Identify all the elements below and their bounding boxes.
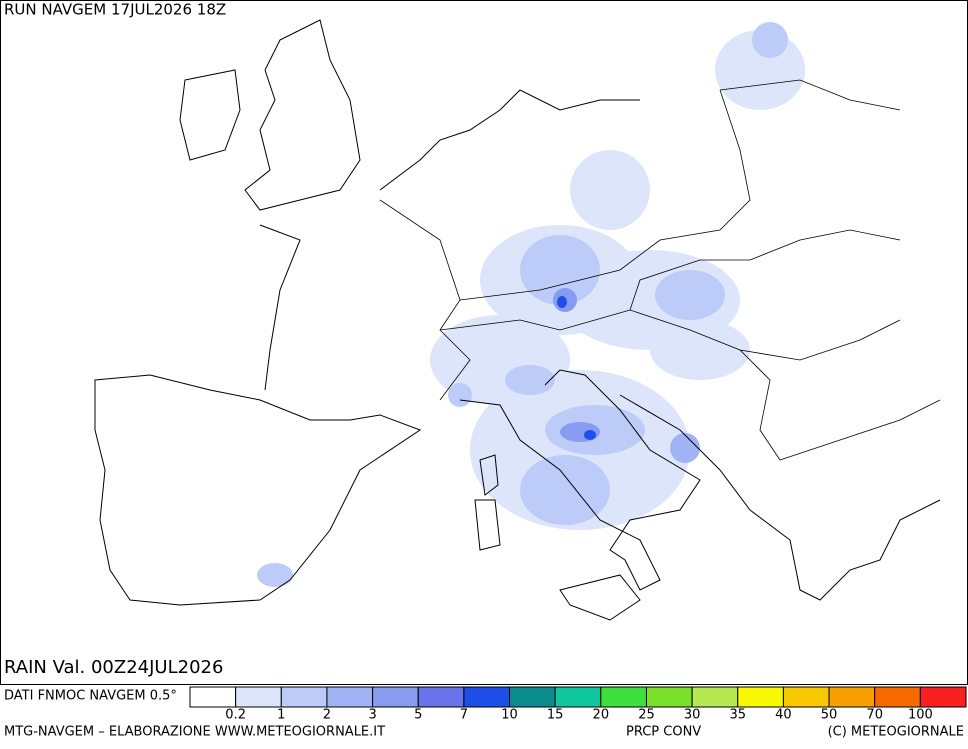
- legend-swatch: [691, 686, 739, 708]
- coastlines: [0, 0, 941, 684]
- legend-label: 15: [547, 708, 564, 723]
- legend-swatch: [737, 686, 784, 708]
- rain-field: [257, 22, 805, 587]
- footer-credit: MTG-NAVGEM – ELABORAZIONE WWW.METEOGIORN…: [4, 725, 385, 740]
- legend-label: 35: [729, 708, 746, 723]
- footer-product: PRCP CONV: [626, 725, 701, 740]
- legend-swatch: [372, 686, 419, 708]
- legend-label: 2: [323, 708, 331, 723]
- legend-label: 40: [775, 708, 792, 723]
- legend-label: 1: [277, 708, 285, 723]
- legend-label: 5: [414, 708, 422, 723]
- legend-swatch: [326, 686, 374, 708]
- valid-time: RAIN Val. 00Z24JUL2026: [4, 657, 223, 678]
- legend-label: 25: [638, 708, 655, 723]
- legend-swatch: [874, 686, 921, 708]
- legend-swatch: [509, 686, 556, 708]
- legend-swatch: [463, 686, 511, 708]
- legend-swatch: [919, 686, 967, 708]
- legend-source: DATI FNMOC NAVGEM 0.5°: [4, 689, 177, 704]
- legend-label: 70: [866, 708, 883, 723]
- legend-label: 50: [821, 708, 838, 723]
- legend-swatch: [600, 686, 647, 708]
- legend-swatch: [235, 686, 282, 708]
- footer-copyright: (C) METEOGIORNALE: [828, 725, 964, 740]
- legend-label: 100: [908, 708, 933, 723]
- legend-label: 7: [460, 708, 468, 723]
- legend-label: 3: [368, 708, 376, 723]
- legend-label: 20: [593, 708, 610, 723]
- legend-label: 30: [684, 708, 701, 723]
- legend-swatch: [782, 686, 830, 708]
- borders: [379, 79, 941, 461]
- legend-swatch: [554, 686, 602, 708]
- legend-swatch: [189, 686, 237, 708]
- map-title: RUN NAVGEM 17JUL2026 18Z: [4, 1, 226, 19]
- legend-swatch: [417, 686, 465, 708]
- legend-label: 0.2: [225, 708, 246, 723]
- legend-swatch: [645, 686, 693, 708]
- legend-swatch: [280, 686, 328, 708]
- legend-label: 10: [501, 708, 518, 723]
- legend: 0.2 1 2 3 5 7 10 15 20 25 30 35 40 50 70 100: [189, 686, 967, 723]
- legend-swatch: [828, 686, 876, 708]
